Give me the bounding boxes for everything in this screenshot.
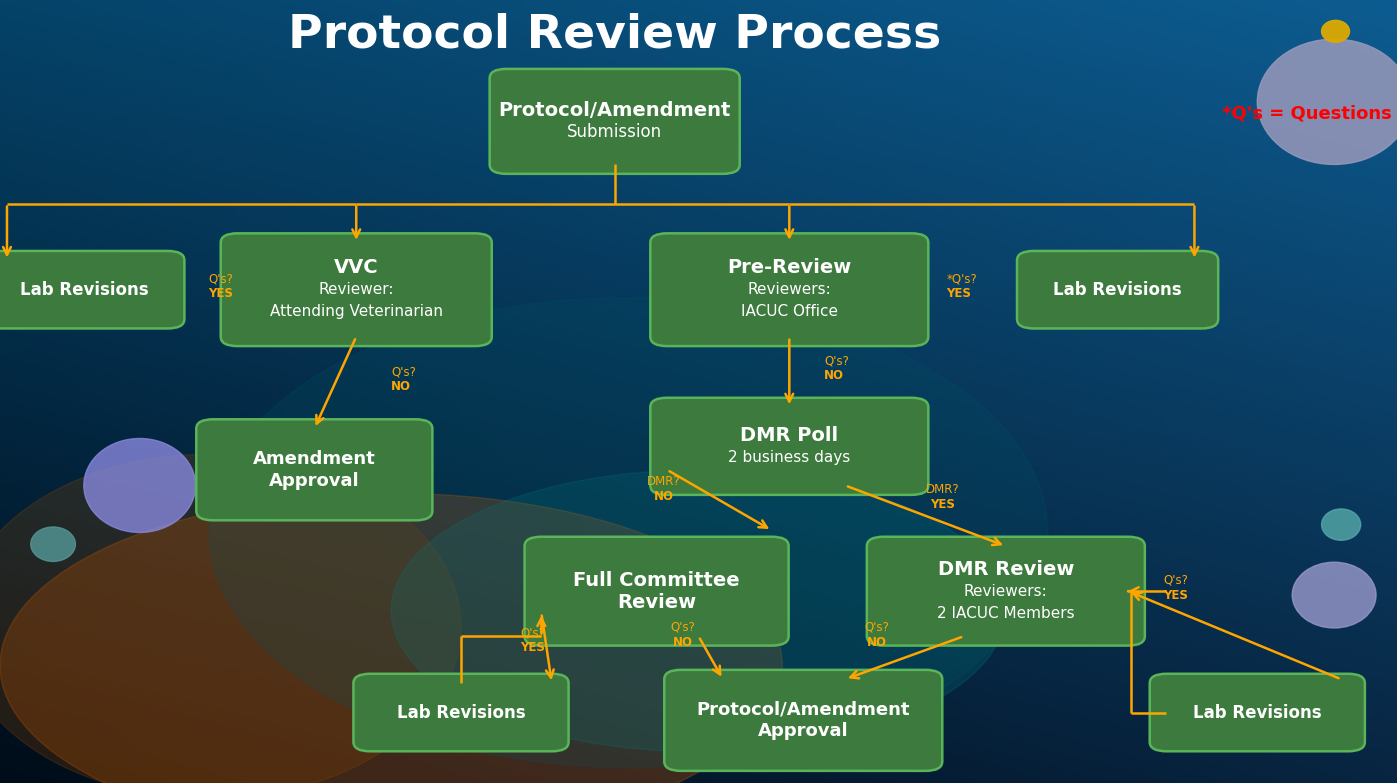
Text: Reviewer:: Reviewer: [319,282,394,298]
Text: NO: NO [866,636,887,648]
Text: DMR Review: DMR Review [937,560,1074,579]
Ellipse shape [1292,562,1376,628]
Text: IACUC Office: IACUC Office [740,304,838,319]
Ellipse shape [31,527,75,561]
Text: Protocol/Amendment: Protocol/Amendment [499,101,731,120]
Text: Review: Review [617,593,696,612]
Text: NO: NO [654,489,673,503]
Text: DMR Poll: DMR Poll [740,426,838,445]
Text: YES: YES [520,641,545,655]
FancyBboxPatch shape [664,669,942,770]
Ellipse shape [1322,509,1361,540]
Text: Protocol Review Process: Protocol Review Process [288,13,942,58]
Text: Lab Revisions: Lab Revisions [20,281,148,298]
FancyBboxPatch shape [0,251,184,329]
FancyBboxPatch shape [353,673,569,752]
Text: Lab Revisions: Lab Revisions [1053,281,1182,298]
Text: 2 IACUC Members: 2 IACUC Members [937,605,1074,621]
FancyBboxPatch shape [866,537,1144,645]
Text: DMR?: DMR? [926,482,960,496]
Text: Q's?: Q's? [520,626,545,640]
Text: *Q's?: *Q's? [947,272,978,285]
Text: VVC: VVC [334,258,379,277]
FancyBboxPatch shape [650,233,928,346]
Text: Q's?: Q's? [1162,574,1187,586]
Text: *Q's = Questions: *Q's = Questions [1222,105,1393,122]
Ellipse shape [84,438,196,532]
FancyBboxPatch shape [1017,251,1218,329]
FancyBboxPatch shape [221,233,492,346]
Text: 2 business days: 2 business days [728,449,851,465]
Ellipse shape [210,298,1048,767]
Ellipse shape [0,493,782,783]
Text: Q's?: Q's? [865,621,888,633]
Text: YES: YES [208,287,233,300]
Text: Lab Revisions: Lab Revisions [1193,704,1322,721]
Text: Q's?: Q's? [824,355,849,367]
Ellipse shape [1257,39,1397,164]
FancyBboxPatch shape [524,537,788,645]
Text: Approval: Approval [270,472,359,489]
Text: NO: NO [824,370,844,382]
Text: YES: YES [1162,589,1187,601]
Text: Protocol/Amendment: Protocol/Amendment [697,701,909,718]
Text: Reviewers:: Reviewers: [964,583,1048,599]
Text: Submission: Submission [567,124,662,141]
Text: Attending Veterinarian: Attending Veterinarian [270,304,443,319]
Ellipse shape [1322,20,1350,42]
Text: DMR?: DMR? [647,474,680,488]
Text: Reviewers:: Reviewers: [747,282,831,298]
FancyBboxPatch shape [650,398,928,495]
Text: Q's?: Q's? [671,621,696,633]
Text: YES: YES [947,287,971,300]
FancyBboxPatch shape [196,419,432,520]
Ellipse shape [0,454,461,783]
Text: Pre-Review: Pre-Review [728,258,851,277]
Text: Lab Revisions: Lab Revisions [397,704,525,721]
Text: Q's?: Q's? [208,272,233,285]
FancyBboxPatch shape [489,69,740,174]
Text: YES: YES [930,497,956,511]
Text: Approval: Approval [759,723,848,740]
Text: NO: NO [673,636,693,648]
Text: Q's?: Q's? [391,365,416,378]
FancyBboxPatch shape [1150,673,1365,752]
Text: Amendment: Amendment [253,450,376,467]
Ellipse shape [391,470,1006,752]
Text: Full Committee: Full Committee [573,571,740,590]
Text: NO: NO [391,380,411,393]
